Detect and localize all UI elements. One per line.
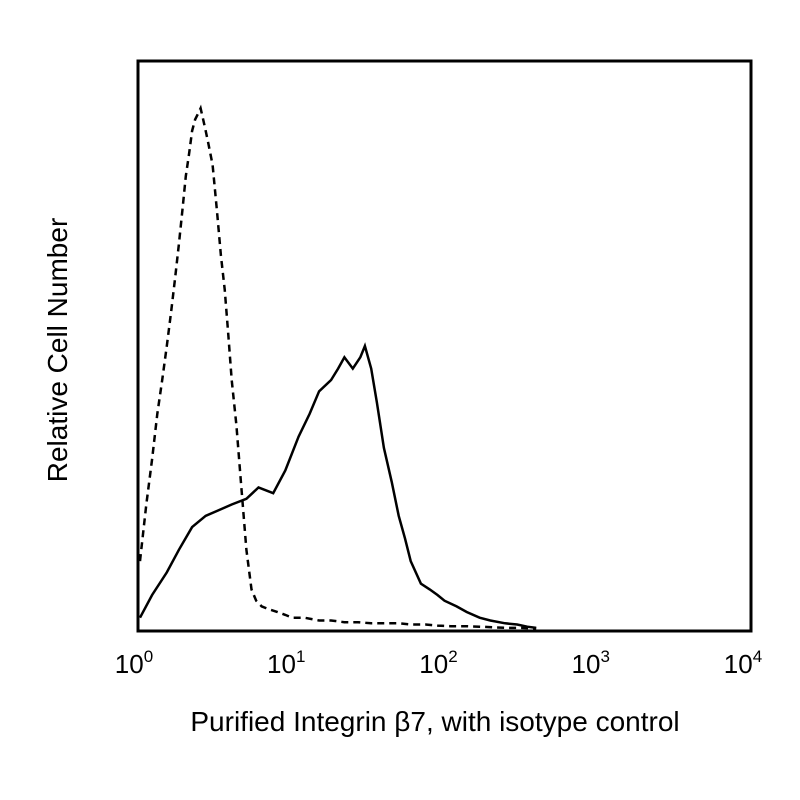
isotype-control-series [138,104,537,630]
plot-frame [136,59,753,633]
integrin-beta7-series [138,342,537,630]
series-layer [138,104,537,630]
x-tick-label-4: 104 [724,647,762,679]
x-tick-labels: 100 101 102 103 104 [115,647,762,679]
x-axis-title: Purified Integrin β7, with isotype contr… [190,706,679,737]
x-tick-label-0: 100 [115,647,153,679]
x-tick-label-3: 103 [572,647,610,679]
y-axis-title: Relative Cell Number [42,218,73,483]
x-tick-label-1: 101 [267,647,305,679]
x-tick-label-2: 102 [419,647,457,679]
